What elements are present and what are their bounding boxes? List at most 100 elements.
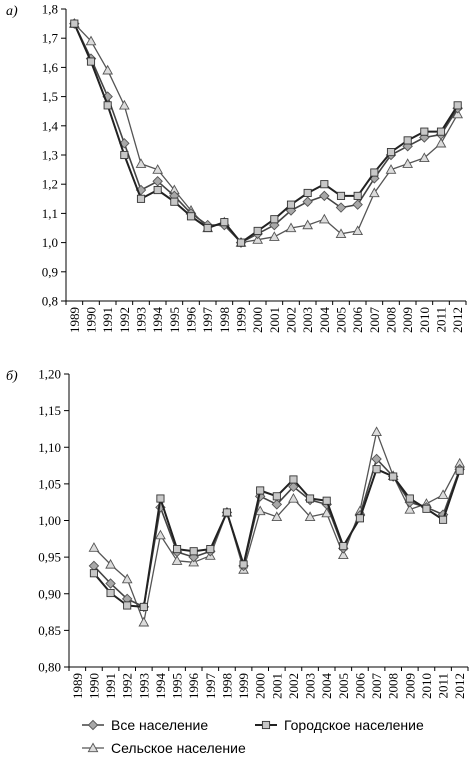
panel-a-x-tick-label: 1997 [200,307,215,334]
panel-a-y-tick-label: 1,2 [42,177,58,192]
panel-b-series-square-line [93,468,461,608]
panel-a-series-square-point [120,150,129,160]
panel-a-x-tick-label: 2007 [367,307,382,334]
panel-b-series-triangle-point [288,492,299,503]
panel-b-x-tick-label: 2003 [303,673,318,699]
panel-b-series-square-point [206,545,215,554]
panel-a-series-triangle [68,18,464,247]
panel-a-series-triangle-point [368,187,380,198]
panel-a-series-diamond-point [302,196,313,207]
panel-a-x-tick-label: 1994 [150,307,165,334]
panel-b-x-tick-label: 1990 [86,673,101,699]
panel-b-x-tick-label: 1992 [120,673,135,699]
panel-a-x-tick-label: 1996 [184,307,199,334]
panel-a-series-triangle-point [452,108,464,119]
panel-a-series-square-point [253,226,262,235]
panel-a-series-diamond-point [319,190,330,202]
panel-a-series-triangle-point [335,228,347,238]
panel-a-series-square-point [436,127,446,136]
panel-b-series-triangle-line [93,431,461,623]
panel-b-series-diamond-point [271,499,283,510]
panel-a-y-tick-label: 1,0 [42,235,58,250]
legend-label: Все население [111,717,208,733]
panel-b-series-square-point [256,486,265,495]
panel-b-series-triangle-point [254,505,266,516]
panel-a-x-tick-label: 2012 [450,307,465,333]
panel-b-y-tick-label: 0,85 [38,623,61,638]
panel-a-series-square-point [86,57,96,66]
panel-a-series-square-point [303,188,312,198]
panel-a-series-triangle-point [135,158,147,168]
panel-a-series-square-point [270,215,279,224]
panel-b-series-square-point [272,492,281,501]
panel-b-series-square-point [372,465,381,474]
panel-b-x-tick-label: 1999 [236,673,251,699]
panel-a-series-square-point [136,194,146,203]
panel-b-x-tick-label: 1996 [186,673,201,700]
panel-a-series-square [70,19,462,247]
panel-a-x-tick-label: 1995 [167,307,182,333]
panel-b-y-tick-label: 1,05 [38,476,61,491]
panel-a-series-diamond [69,18,463,248]
panel-b-series-square-point [156,494,165,503]
panel-b-y-tick-label: 1,15 [38,403,61,418]
panel-a-series-triangle-point [85,35,97,46]
panel-b-series-square-point [389,472,398,481]
panel-a-series-square-point [153,185,162,195]
panel-b-x-tick-label: 1997 [203,673,218,700]
panel-a-series-triangle-point [302,219,314,230]
panel-a-y-tick-label: 1,7 [42,31,59,46]
legend-item-triangle: Сельское население [82,740,246,756]
panel-b-series-triangle-point [437,489,449,499]
panel-b-series-diamond-line [93,458,461,608]
panel-a-series-triangle-point [118,99,130,110]
panel-b-panel-label: б) [6,369,18,384]
panel-b-series-square-point [123,601,132,610]
panel-b-y-tick-label: 0,90 [38,586,61,601]
panel-b-x-tick-label: 1991 [103,673,118,699]
panel-b-y-tick-label: 1,20 [38,367,61,382]
panel-b-x-tick-label: 1998 [219,673,234,699]
panel-b-x-tick-label: 2004 [319,673,334,700]
panel-b-x-tick-label: 1994 [153,673,168,700]
panel-a-series-square-point [336,191,346,200]
legend-label: Сельское население [111,740,246,756]
panel-b-series-triangle [88,426,466,627]
panel-a-series-triangle-point [102,64,114,75]
panel-b-series-square-point [306,494,315,503]
panel-b-y-tick-label: 0,80 [38,660,61,675]
panel-b-series-triangle-point [337,549,349,560]
panel-b-x-tick-label: 2007 [369,673,384,700]
panel-b-series-square-point [173,545,182,554]
panel-a-series-square-point [186,212,196,221]
panel-b-series-triangle-point [155,529,166,540]
legend: Все население Городское население Сельское… [82,717,424,756]
panel-a-series-triangle-point [285,222,297,233]
panel-b-series-diamond [88,453,465,613]
panel-a-x-tick-label: 2006 [350,307,365,334]
panel-a-y-tick-label: 1,5 [42,89,58,104]
panel-a-series-square-point [70,19,79,28]
panel-a-series-square-point [286,200,296,209]
chart-panel-b: б) 0,80 0,85 0,90 0,95 1,00 1,05 1,10 1,15 1,20 19… [6,367,469,700]
panel-a-x-tick-label: 2008 [384,307,399,333]
panel-a-x-tick-label: 2001 [267,307,282,333]
panel-b-series-triangle-point [171,555,183,565]
legend-marker-square [261,720,271,730]
panel-b-series-square-point [422,504,431,513]
panel-b-series-triangle-point [138,616,150,627]
panel-b-x-tick-label: 2000 [253,673,268,699]
panel-a-series-diamond-point [152,176,163,187]
panel-a-x-tick-label: 1990 [84,307,99,333]
panel-a-series-square-point [203,223,212,233]
legend-item-diamond: Все население [82,717,208,733]
legend-item-square: Городское население [255,717,424,733]
panel-b-x-tick-label: 1993 [136,673,151,699]
panel-a-panel-label: а) [6,4,18,19]
panel-b-series-triangle-point [304,511,316,521]
panel-b-series-triangle-point [271,511,283,521]
panel-b-series-triangle-point [121,573,133,584]
panel-b-x-tick-label: 1989 [70,673,85,699]
panel-a-x-tick-label: 1993 [134,307,149,333]
